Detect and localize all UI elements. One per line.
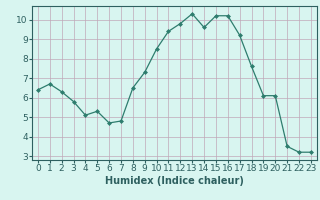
X-axis label: Humidex (Indice chaleur): Humidex (Indice chaleur) [105,176,244,186]
